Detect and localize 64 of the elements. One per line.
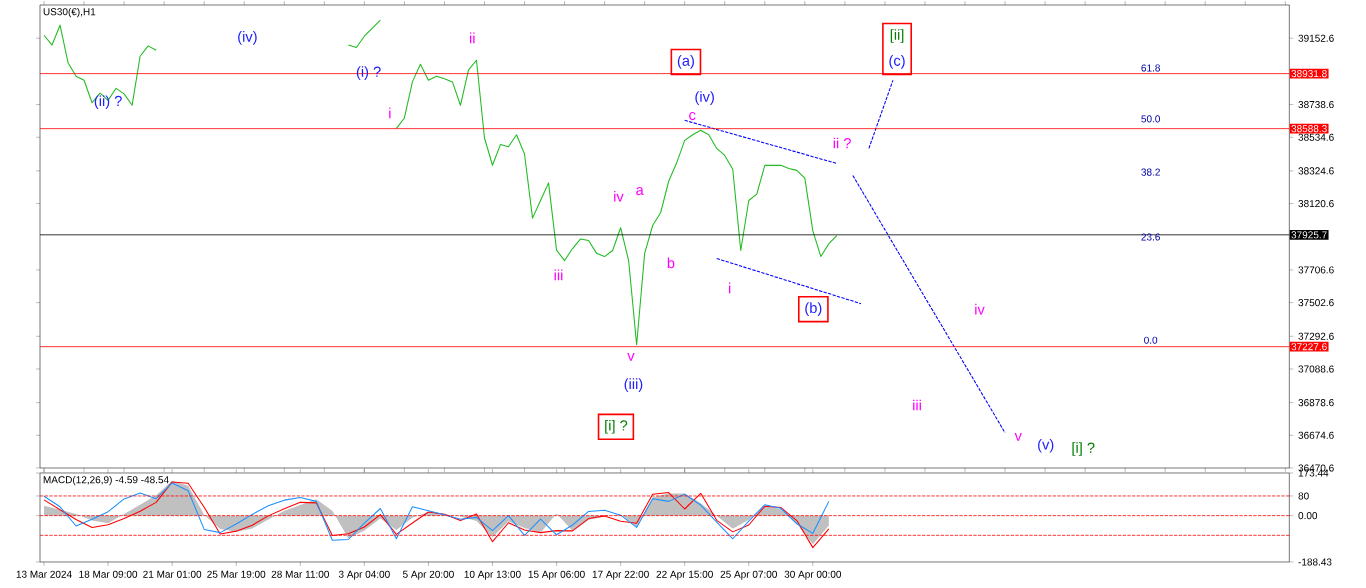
ref-line-label: 38931.8 xyxy=(1291,70,1327,78)
x-tick-label: 18 Mar 09:00 xyxy=(79,570,138,578)
annotation: v xyxy=(627,353,635,361)
annotation: (c) xyxy=(889,55,905,69)
annotation: iv xyxy=(975,303,985,315)
annotation: iv xyxy=(614,190,624,202)
y-tick-label: 38738.6 xyxy=(1298,101,1334,109)
annotation: iii xyxy=(913,399,921,411)
annotation: i xyxy=(729,282,731,294)
annotation: (v) xyxy=(1038,438,1054,453)
y-tick-label: 39152.6 xyxy=(1298,34,1334,42)
ref-line-label: 37925.7 xyxy=(1291,231,1327,239)
annotation: 38.2 xyxy=(1141,168,1160,176)
y-tick-label: 38534.6 xyxy=(1298,133,1334,141)
annotation: [ii] xyxy=(890,29,904,43)
annotation: 50.0 xyxy=(1141,115,1161,123)
annotation: (iii) xyxy=(624,378,643,392)
annotation: (b) xyxy=(805,302,822,316)
y-tick-label: 36674.6 xyxy=(1298,431,1334,439)
ref-line-label: 38588.3 xyxy=(1291,125,1327,133)
chart-title: MACD(12,26,9) -4.59 -48.54 xyxy=(43,475,169,486)
annotation: (ii) ? xyxy=(94,95,122,110)
x-tick-label: 13 Mar 2024 xyxy=(16,570,72,578)
annotation: [i] ? xyxy=(1072,442,1095,456)
annotation: 23.6 xyxy=(1141,233,1160,241)
y-tick-label: 37706.6 xyxy=(1298,266,1334,274)
annotation: 0.0 xyxy=(1144,336,1158,344)
ref-line-label: 37227.6 xyxy=(1291,343,1327,351)
y-tick-label: 37088.6 xyxy=(1298,365,1334,373)
y-tick-label: 0.00 xyxy=(1298,512,1318,520)
y-tick-label: -188.43 xyxy=(1298,558,1332,566)
annotation: ii ? xyxy=(833,137,851,149)
annotation: b xyxy=(667,257,675,269)
chart-title: US30(€),H1 xyxy=(43,7,96,18)
x-tick-label: 22 Apr 15:00 xyxy=(656,570,713,580)
annotation: c xyxy=(689,112,696,121)
y-tick-label: 37292.6 xyxy=(1298,332,1334,340)
x-tick-label: 25 Apr 07:00 xyxy=(720,570,777,580)
annotation: (iv) xyxy=(695,91,714,105)
annotation: v xyxy=(1014,433,1022,441)
x-tick-label: 3 Apr 04:00 xyxy=(338,570,390,580)
y-tick-label: 38324.6 xyxy=(1298,167,1334,175)
x-tick-label: 17 Apr 22:00 xyxy=(592,570,649,580)
line-series xyxy=(852,174,1006,434)
x-tick-label: 10 Apr 13:00 xyxy=(464,570,521,580)
y-tick-label: 36878.6 xyxy=(1298,399,1334,407)
annotation: 61.8 xyxy=(1141,64,1160,72)
annotation: [i] ? xyxy=(605,419,628,434)
x-tick-label: 30 Apr 00:00 xyxy=(784,570,842,580)
line-series xyxy=(868,79,894,149)
x-tick-label: 21 Mar 01:00 xyxy=(143,570,202,578)
annotation: ii xyxy=(470,32,475,44)
x-tick-label: 5 Apr 20:00 xyxy=(402,570,454,580)
y-tick-label: 37502.6 xyxy=(1298,299,1334,307)
y-tick-label: 80 xyxy=(1298,492,1309,500)
y-tick-label: 38120.6 xyxy=(1298,200,1334,208)
annotation: i xyxy=(389,107,391,119)
annotation: (iv) xyxy=(238,31,257,45)
x-tick-label: 25 Mar 19:00 xyxy=(207,570,266,578)
x-tick-label: 28 Mar 11:00 xyxy=(271,570,329,578)
annotation: iii xyxy=(554,269,563,281)
x-tick-label: 15 Apr 06:00 xyxy=(528,570,585,580)
annotation: (a) xyxy=(677,55,694,69)
annotation: a xyxy=(636,187,644,196)
